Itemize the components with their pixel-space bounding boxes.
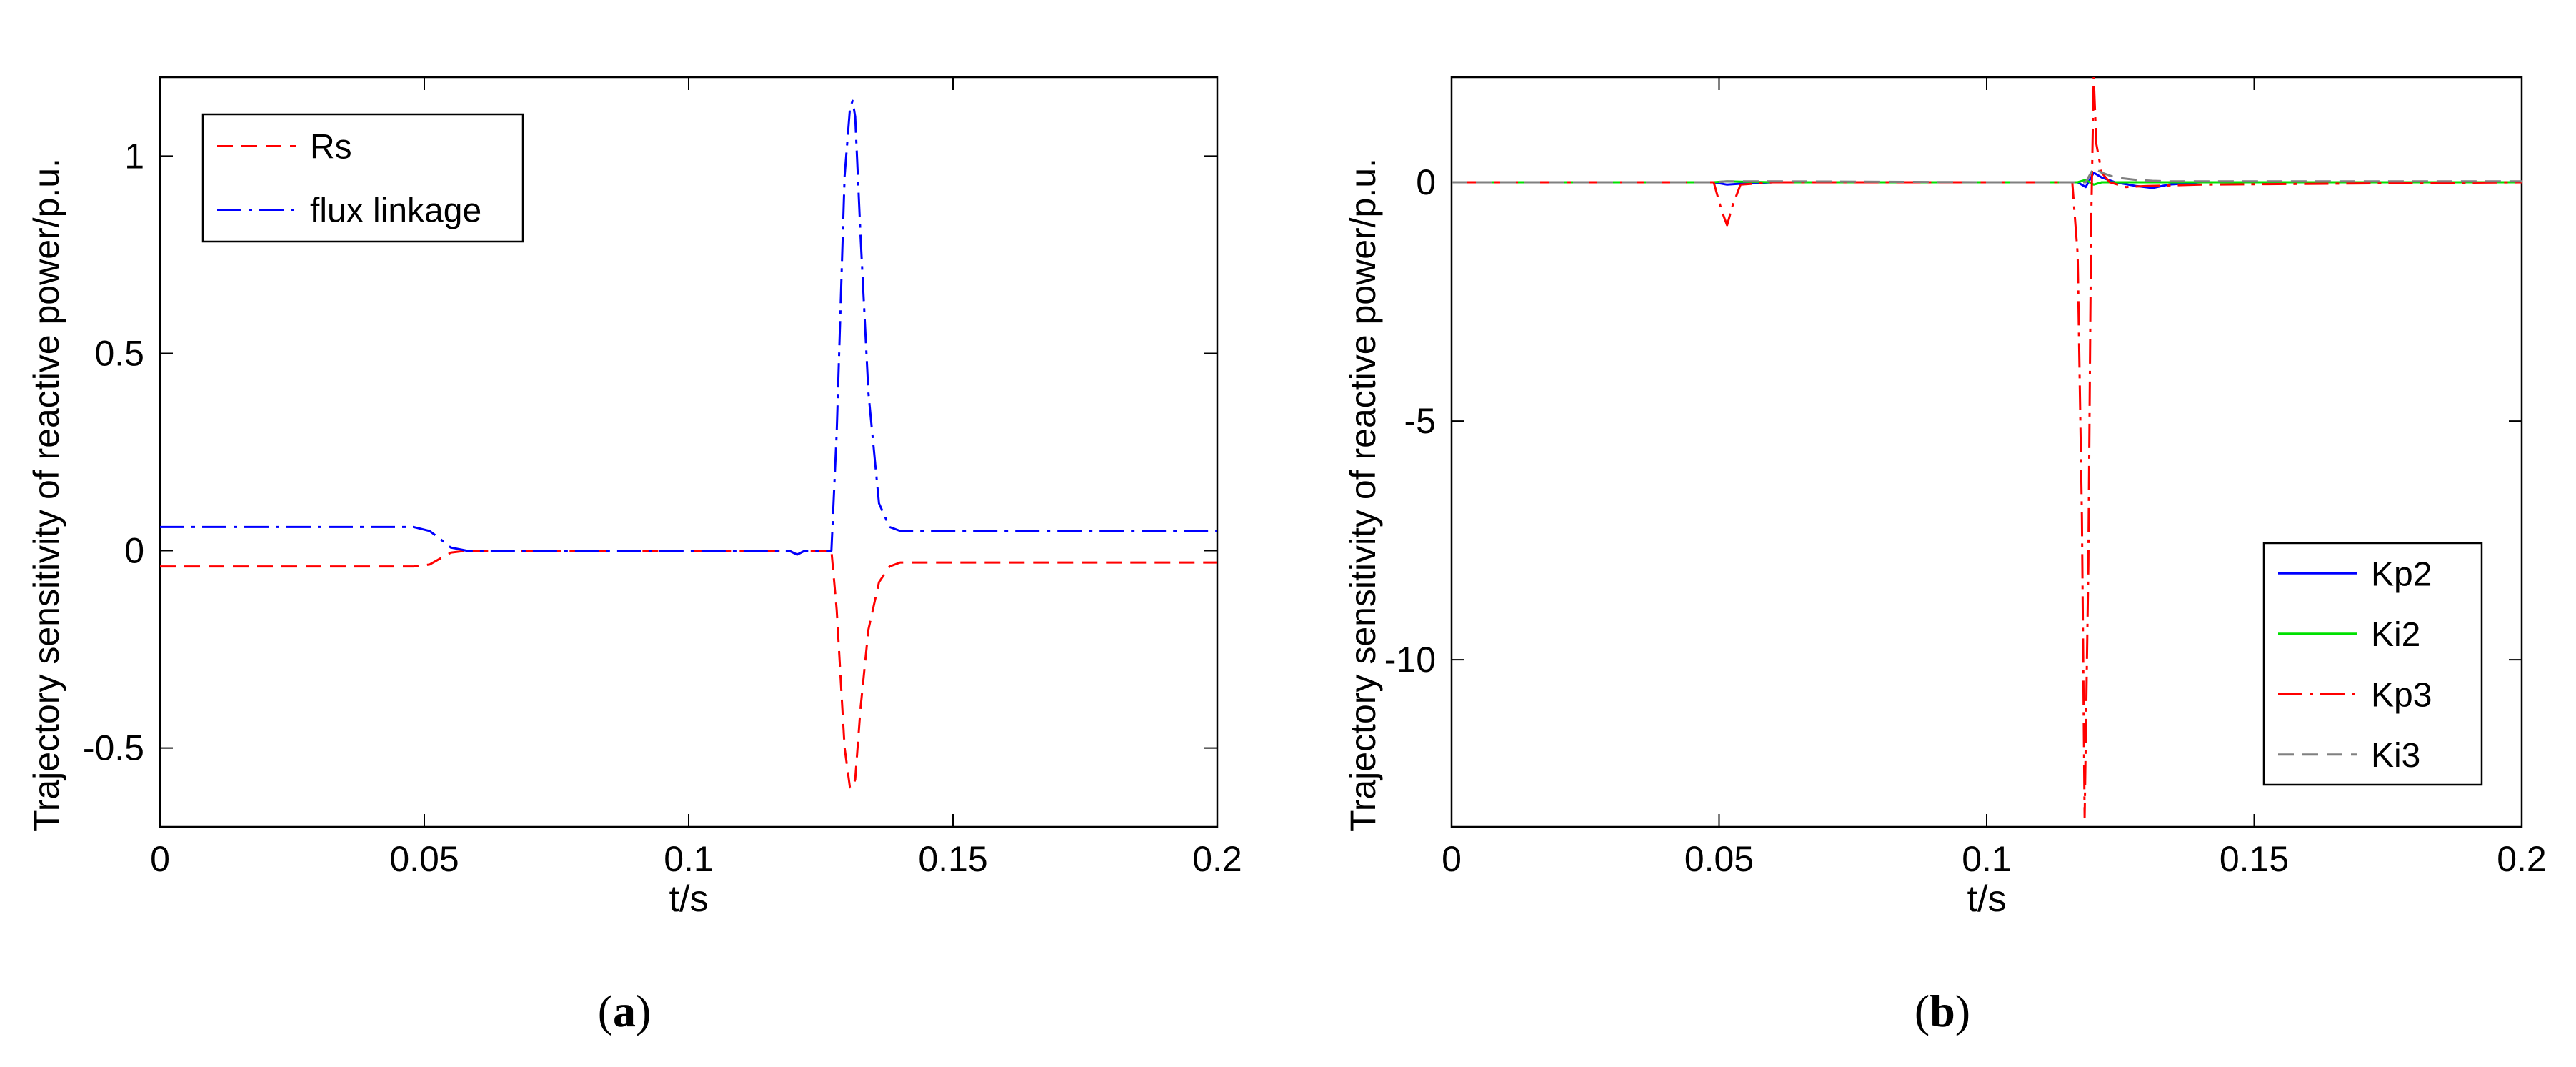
x-axis-label: t/s bbox=[669, 878, 709, 920]
x-tick-label: 0.05 bbox=[389, 839, 459, 879]
legend-label: Ki2 bbox=[2371, 616, 2420, 654]
legend-box bbox=[201, 113, 524, 243]
x-tick-label: 0.05 bbox=[1684, 839, 1754, 879]
y-tick-label: 0 bbox=[124, 531, 144, 571]
legend-label: Kp2 bbox=[2371, 555, 2432, 593]
y-tick-label: 0 bbox=[1416, 162, 1436, 202]
x-tick-label: 0.1 bbox=[1962, 839, 2012, 879]
series-line-kp2 bbox=[1452, 172, 2522, 189]
panel-tag: (b) bbox=[1914, 986, 1970, 1036]
panel-tag-letter: a bbox=[613, 986, 636, 1036]
x-tick-label: 0.2 bbox=[1192, 839, 1242, 879]
series-line-ki3 bbox=[1452, 167, 2522, 184]
y-tick-label: -0.5 bbox=[83, 728, 144, 768]
legend: Kp2 Ki2 Kp3 Ki3 bbox=[2262, 542, 2483, 786]
legend-label: flux linkage bbox=[310, 192, 481, 230]
x-tick-label: 0 bbox=[1442, 839, 1462, 879]
y-tick-label: 0.5 bbox=[94, 333, 144, 373]
panel-tag-letter: b bbox=[1929, 986, 1955, 1036]
x-axis-label: t/s bbox=[1967, 878, 2007, 920]
x-tick-label: 0.15 bbox=[2220, 839, 2289, 879]
panel-tag-open: ( bbox=[1914, 986, 1929, 1036]
panel-tag: (a) bbox=[598, 986, 652, 1036]
chart-panel-b: 0 0.05 0.1 0.15 0.2 -10 -5 0 t/s Trajectory sensi… bbox=[1343, 76, 2547, 1036]
legend: Rs flux linkage bbox=[201, 113, 524, 243]
y-axis-label: Trajectory sensitivity of reactive power… bbox=[26, 158, 66, 832]
x-tick-label: 0.1 bbox=[664, 839, 714, 879]
chart-panel-a: 0 0.05 0.1 0.15 0.2 -0.5 0 0.5 1 t/s Trajectory se… bbox=[26, 76, 1242, 1036]
legend-label: Ki3 bbox=[2371, 737, 2420, 775]
x-tick-label: 0.15 bbox=[918, 839, 987, 879]
y-tick-label: -5 bbox=[1404, 401, 1436, 441]
series-line-rs bbox=[160, 550, 1217, 789]
y-axis-label: Trajectory sensitivity of reactive power… bbox=[1343, 158, 1383, 832]
panel-tag-open: ( bbox=[598, 986, 613, 1036]
x-tick-label: 0 bbox=[150, 839, 170, 879]
y-tick-label: -10 bbox=[1384, 640, 1436, 680]
legend-label: Kp3 bbox=[2371, 676, 2432, 714]
series-line-kp3 bbox=[1452, 77, 2522, 819]
x-tick-label: 0.2 bbox=[2497, 839, 2547, 879]
legend-box bbox=[2262, 542, 2483, 786]
panel-tag-close: ) bbox=[636, 986, 651, 1036]
panel-tag-close: ) bbox=[1955, 986, 1970, 1036]
legend-label: Rs bbox=[310, 129, 352, 167]
y-tick-label: 1 bbox=[124, 136, 144, 176]
